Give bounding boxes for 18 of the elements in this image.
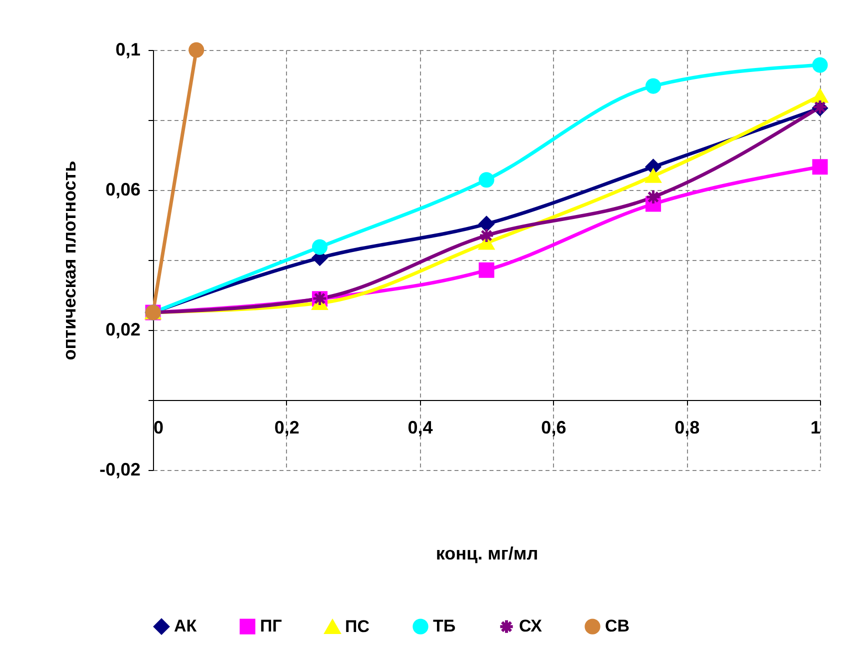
y-tick-label: 0,06 (105, 180, 140, 200)
legend-label: СВ (605, 616, 630, 636)
legend-label: АК (174, 616, 198, 636)
legend-label: ПГ (260, 616, 282, 636)
legend-label: ПС (345, 617, 370, 636)
legend-label: СХ (519, 616, 543, 636)
x-tick-label: 0,6 (541, 418, 566, 438)
x-tick-label: 0,2 (274, 418, 300, 438)
x-tick-label: 0,8 (674, 418, 700, 438)
x-tick-label: 0 (154, 418, 164, 438)
x-tick-label: 1 (810, 418, 820, 438)
y-tick-label: -0,02 (99, 460, 140, 480)
legend-label: ТБ (433, 616, 456, 636)
y-axis-title: оптическая плотность (59, 160, 80, 360)
x-tick-label: 0,4 (408, 418, 433, 438)
y-tick-label: 0,02 (105, 320, 140, 340)
y-tick-label: 0,1 (115, 40, 140, 60)
x-axis-title: конц. мг/мл (436, 544, 538, 564)
